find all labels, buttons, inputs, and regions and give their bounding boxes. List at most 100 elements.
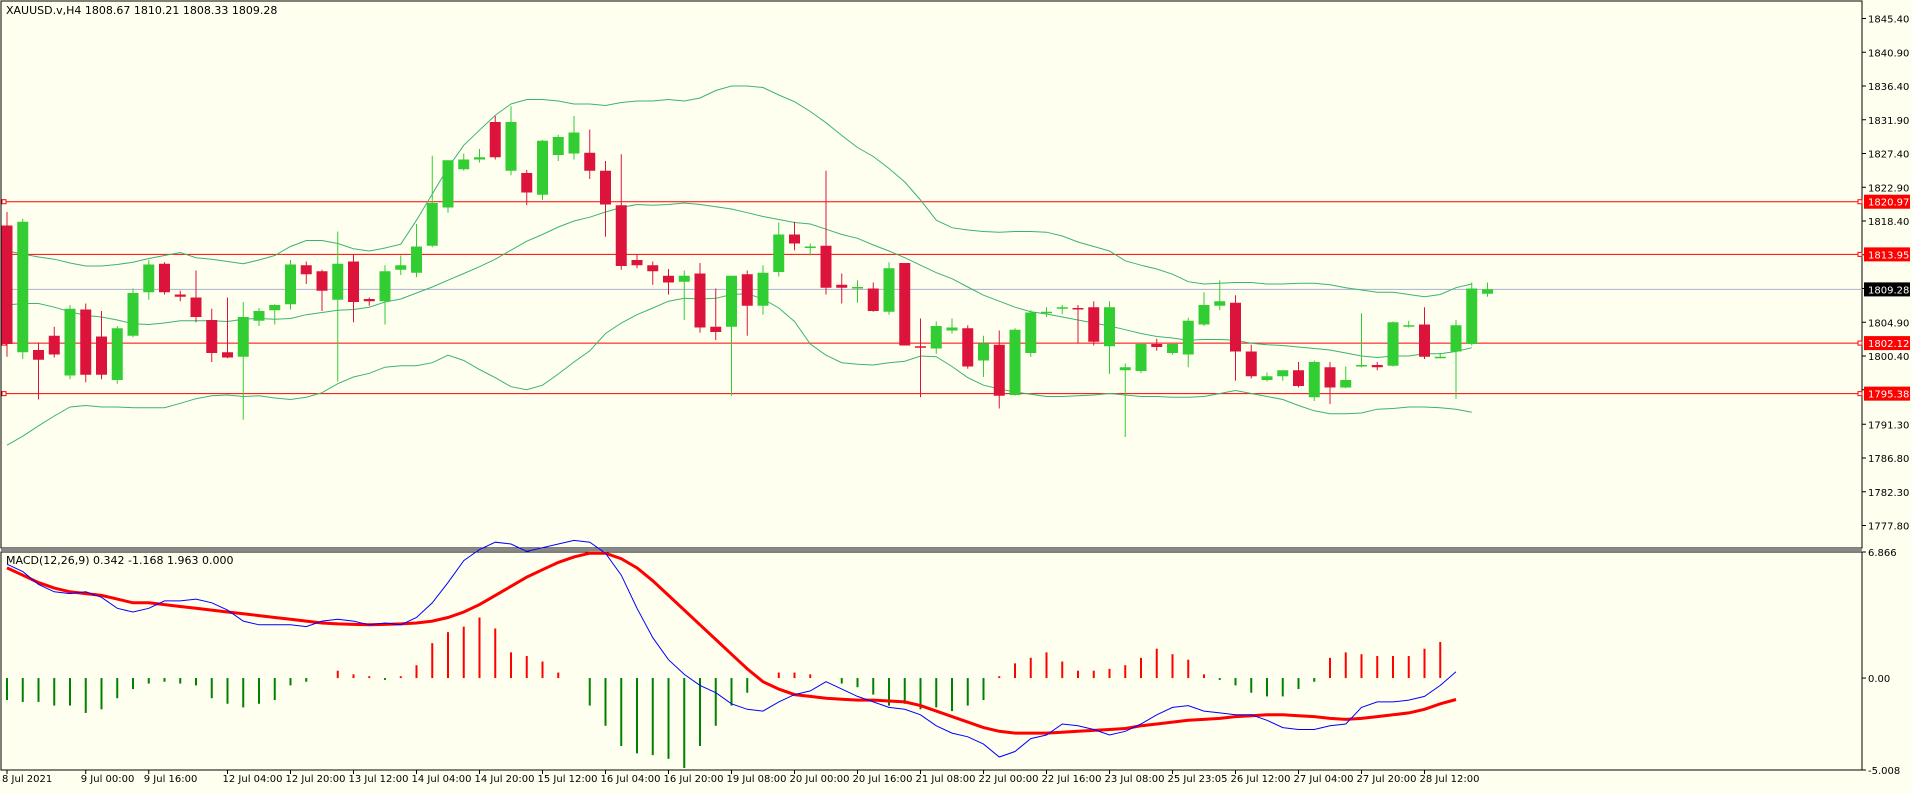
candle[interactable] [584, 129, 596, 180]
level-line-handle[interactable] [1857, 199, 1863, 205]
candle[interactable] [269, 304, 281, 325]
candle[interactable] [537, 140, 548, 200]
candle[interactable] [678, 270, 690, 321]
candle[interactable] [363, 297, 375, 306]
candle[interactable] [883, 262, 895, 315]
candle[interactable] [253, 308, 265, 326]
candle[interactable] [442, 160, 454, 213]
candle[interactable] [1214, 280, 1226, 311]
candle[interactable] [1025, 310, 1037, 357]
candle[interactable] [568, 116, 580, 160]
candle[interactable] [285, 260, 296, 310]
candle[interactable] [899, 263, 911, 346]
level-line-handle[interactable] [1857, 251, 1863, 257]
candle[interactable] [741, 270, 753, 336]
candle[interactable] [237, 302, 249, 420]
candle[interactable] [1277, 370, 1289, 381]
level-line-handle[interactable] [1857, 340, 1863, 346]
candle[interactable] [804, 243, 816, 256]
candle[interactable] [159, 262, 170, 295]
candle[interactable] [174, 290, 186, 302]
candle[interactable] [206, 308, 218, 362]
candle[interactable] [694, 263, 706, 333]
candle[interactable] [978, 335, 989, 377]
candle[interactable] [663, 269, 674, 295]
candle[interactable] [1293, 362, 1304, 388]
candle[interactable] [1482, 282, 1493, 297]
candle[interactable] [852, 280, 863, 303]
candle[interactable] [1151, 338, 1163, 351]
candle[interactable] [190, 270, 202, 323]
candle[interactable] [1135, 343, 1147, 374]
candle[interactable] [962, 325, 974, 369]
candle[interactable] [1371, 362, 1383, 371]
candle[interactable] [1182, 317, 1194, 368]
candle[interactable] [379, 265, 391, 325]
candle[interactable] [395, 255, 407, 276]
candle[interactable] [426, 155, 438, 248]
level-line-handle[interactable] [1, 391, 7, 397]
level-line-handle[interactable] [1, 199, 7, 205]
candle[interactable] [647, 261, 659, 285]
candle[interactable] [111, 326, 123, 384]
candle[interactable] [332, 231, 344, 382]
candle[interactable] [300, 261, 312, 285]
candle[interactable] [1072, 305, 1084, 344]
candle[interactable] [143, 260, 155, 300]
candle[interactable] [1434, 353, 1446, 359]
candle[interactable] [489, 116, 501, 160]
candle[interactable] [915, 318, 926, 398]
candle[interactable] [1356, 313, 1367, 368]
candle[interactable] [1, 212, 13, 357]
candle[interactable] [474, 149, 485, 163]
candle[interactable] [33, 342, 44, 400]
candle[interactable] [1230, 295, 1241, 381]
candle[interactable] [726, 275, 737, 396]
candle[interactable] [773, 222, 785, 277]
candle[interactable] [1387, 321, 1399, 367]
candle[interactable] [64, 305, 76, 380]
candle[interactable] [1245, 344, 1257, 379]
candle[interactable] [1340, 366, 1352, 389]
candle[interactable] [631, 254, 643, 269]
candle[interactable] [505, 106, 517, 176]
candle[interactable] [552, 134, 564, 161]
candle[interactable] [820, 170, 832, 295]
candle[interactable] [615, 154, 627, 270]
candle[interactable] [96, 311, 107, 380]
candle[interactable] [993, 330, 1005, 409]
candle[interactable] [710, 288, 722, 341]
candle[interactable] [222, 297, 233, 359]
candle[interactable] [1167, 344, 1178, 355]
candle[interactable] [48, 326, 60, 358]
candle[interactable] [1119, 363, 1131, 438]
candle[interactable] [946, 318, 958, 334]
candle[interactable] [1056, 305, 1068, 314]
candle[interactable] [1261, 372, 1273, 382]
candle[interactable] [1104, 301, 1115, 374]
candle[interactable] [930, 321, 942, 354]
candle[interactable] [316, 269, 328, 311]
candle[interactable] [789, 221, 800, 251]
candle[interactable] [458, 153, 470, 171]
candle[interactable] [1403, 320, 1415, 328]
candle[interactable] [836, 273, 848, 304]
candle[interactable] [1308, 360, 1320, 402]
candle[interactable] [348, 254, 359, 323]
candle[interactable] [80, 303, 92, 383]
candle[interactable] [127, 288, 139, 338]
candle[interactable] [600, 161, 611, 237]
candle[interactable] [1419, 307, 1430, 359]
candle[interactable] [757, 265, 769, 315]
candle[interactable] [1466, 282, 1478, 346]
candle[interactable] [17, 218, 29, 359]
candle[interactable] [1088, 301, 1100, 346]
candle[interactable] [1041, 307, 1052, 317]
candle[interactable] [867, 282, 879, 312]
candle[interactable] [1324, 362, 1336, 404]
candle[interactable] [1450, 320, 1462, 399]
level-line-handle[interactable] [1857, 391, 1863, 397]
candle[interactable] [1198, 292, 1210, 326]
